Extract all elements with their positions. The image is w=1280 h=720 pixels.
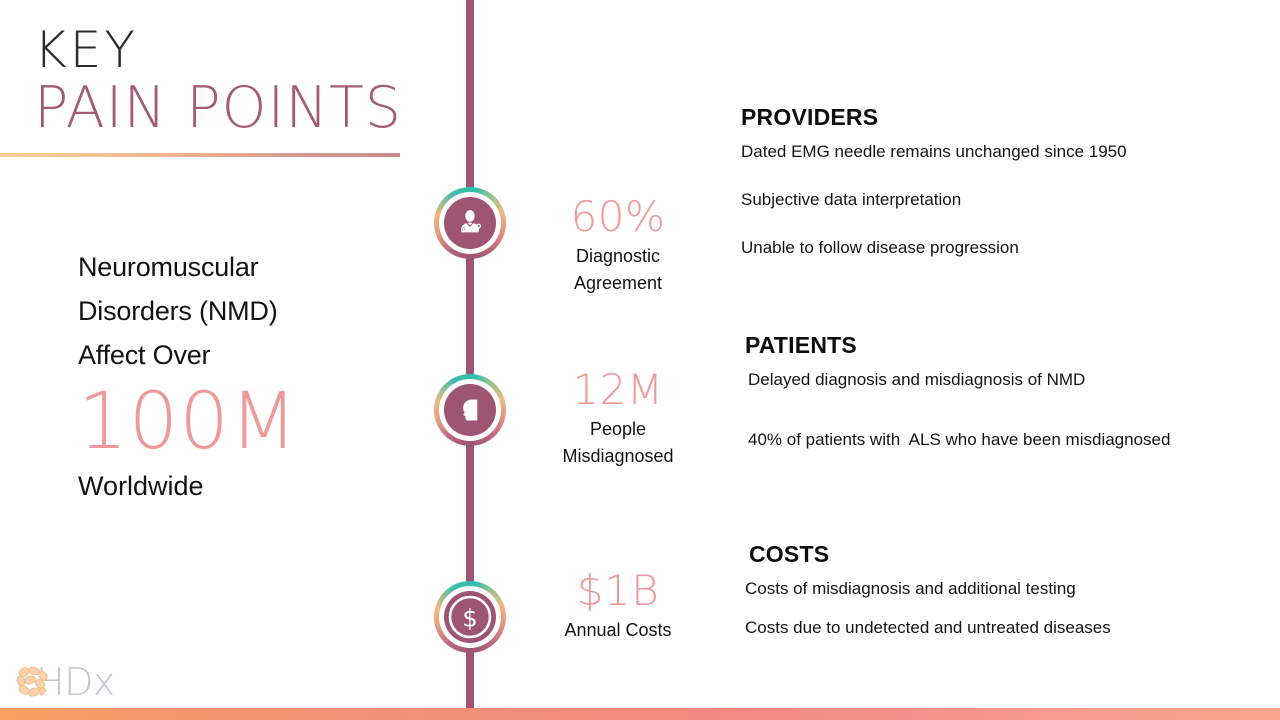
section-item: Costs due to undetected and untreated di… xyxy=(745,618,1111,637)
timeline-vertical-line xyxy=(466,0,474,709)
node-white-ring: $ xyxy=(439,586,501,648)
timeline-node-costs[interactable]: $ xyxy=(434,581,506,653)
stat-number: $1B xyxy=(576,566,660,615)
stat-number: 12M xyxy=(572,365,664,414)
stat-number: 60% xyxy=(570,192,666,241)
head-profile-icon xyxy=(444,384,496,436)
section-item: Dated EMG needle remains unchanged since… xyxy=(741,142,1127,161)
stat-label-line-2: Agreement xyxy=(573,273,663,293)
left-stat-line-3: Affect Over xyxy=(78,340,211,370)
stat-label-line-1: Annual Costs xyxy=(564,620,672,640)
doctor-icon xyxy=(444,197,496,249)
left-stat-big-number: 100M xyxy=(78,377,299,467)
title-line-pain-points: PAIN POINTS xyxy=(34,74,402,141)
left-stat-block: Neuromuscular Disorders (NMD) Affect Ove… xyxy=(78,245,408,505)
stat-diagnostic-agreement: 60% Diagnostic Agreement xyxy=(530,192,706,296)
section-title: COSTS xyxy=(749,541,830,567)
svg-text:$: $ xyxy=(462,605,477,633)
dollar-icon: $ xyxy=(444,591,496,643)
section-item: Costs of misdiagnosis and additional tes… xyxy=(745,579,1076,598)
title-line-key: KEY xyxy=(34,21,138,79)
section-title: PROVIDERS xyxy=(741,104,879,130)
section-providers: PROVIDERS Dated EMG needle remains uncha… xyxy=(741,104,1127,285)
stat-label-line-2: Misdiagnosed xyxy=(562,446,674,466)
stat-annual-costs: $1B Annual Costs xyxy=(530,566,706,643)
brand-logo: HDx xyxy=(12,662,115,702)
logo-wordmark: HDx xyxy=(36,660,115,704)
section-title: PATIENTS xyxy=(745,332,857,358)
timeline-node-providers[interactable] xyxy=(434,187,506,259)
stat-label-line-1: People xyxy=(589,419,647,439)
bottom-gradient-bar xyxy=(0,708,1280,720)
section-item: Unable to follow disease progression xyxy=(741,238,1019,257)
node-white-ring xyxy=(439,379,501,441)
section-item: Delayed diagnosis and misdiagnosis of NM… xyxy=(748,370,1086,389)
page-title: KEY PAIN POINTS xyxy=(0,21,430,157)
left-stat-footer: Worldwide xyxy=(78,471,204,501)
section-item: Subjective data interpretation xyxy=(741,190,962,209)
node-white-ring xyxy=(439,192,501,254)
timeline-node-patients[interactable] xyxy=(434,374,506,446)
stat-label-line-1: Diagnostic xyxy=(575,246,661,266)
left-stat-line-2: Disorders (NMD) xyxy=(78,296,278,326)
hdx-cell-cluster-icon xyxy=(12,662,52,702)
section-costs: COSTS Costs of misdiagnosis and addition… xyxy=(745,541,1111,656)
section-patients: PATIENTS Delayed diagnosis and misdiagno… xyxy=(745,332,1170,489)
left-stat-line-1: Neuromuscular xyxy=(78,252,259,282)
title-underline-rule xyxy=(0,153,400,157)
section-item: 40% of patients with ALS who have been m… xyxy=(748,430,1171,449)
stat-people-misdiagnosed: 12M People Misdiagnosed xyxy=(530,365,706,469)
